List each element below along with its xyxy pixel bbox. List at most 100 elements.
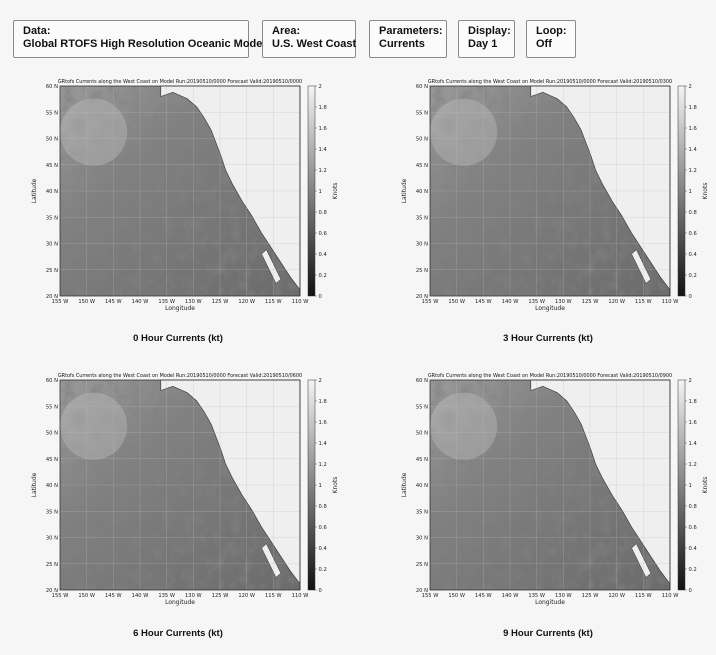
lat-tick-label: 35 N bbox=[46, 215, 58, 221]
colorbar-label: Knots bbox=[332, 477, 339, 494]
lat-tick-label: 35 N bbox=[416, 509, 428, 515]
lon-tick-label: 125 W bbox=[212, 593, 229, 599]
parameters-selector[interactable]: Parameters: Currents bbox=[369, 20, 447, 58]
lon-tick-label: 125 W bbox=[582, 593, 599, 599]
lat-tick-label: 50 N bbox=[416, 431, 428, 437]
colorbar-tick-label: 1.4 bbox=[689, 441, 698, 447]
display-selector-label: Display: bbox=[468, 25, 511, 37]
lat-tick-label: 30 N bbox=[46, 242, 58, 248]
baja-peninsula bbox=[631, 249, 652, 284]
lat-tick-label: 45 N bbox=[46, 457, 58, 463]
lon-tick-label: 145 W bbox=[105, 593, 122, 599]
lon-tick-label: 110 W bbox=[292, 299, 309, 305]
colorbar-tick-label: 1.2 bbox=[319, 462, 327, 468]
lat-tick-label: 40 N bbox=[416, 189, 428, 195]
lon-tick-label: 155 W bbox=[422, 299, 439, 305]
lat-tick-label: 45 N bbox=[416, 163, 428, 169]
lon-tick-label: 140 W bbox=[132, 593, 149, 599]
lat-tick-label: 60 N bbox=[46, 84, 58, 90]
colorbar-tick-label: 1.6 bbox=[689, 420, 697, 426]
x-axis-title: Longitude bbox=[165, 599, 195, 606]
colorbar-tick-label: 0.8 bbox=[319, 210, 327, 216]
colorbar-tick-label: 0.8 bbox=[689, 504, 697, 510]
lon-tick-label: 145 W bbox=[105, 299, 122, 305]
plot-frame bbox=[429, 379, 671, 591]
lon-tick-label: 125 W bbox=[212, 299, 229, 305]
lat-tick-label: 30 N bbox=[46, 536, 58, 542]
colorbar bbox=[307, 379, 316, 591]
loop-selector[interactable]: Loop: Off bbox=[526, 20, 576, 58]
lon-tick-label: 150 W bbox=[78, 299, 95, 305]
lon-tick-label: 135 W bbox=[158, 299, 175, 305]
colorbar-tick-label: 1.8 bbox=[689, 399, 697, 405]
lon-tick-label: 115 W bbox=[635, 593, 652, 599]
forecast-panel: GRtofs Currents along the West Coast on … bbox=[30, 370, 339, 645]
y-axis-title: Latitude bbox=[401, 178, 408, 203]
colorbar-tick-label: 1.4 bbox=[319, 147, 328, 153]
colorbar-label: Knots bbox=[702, 477, 709, 494]
currents-map: GRtofs Currents along the West Coast on … bbox=[31, 79, 339, 312]
colorbar-tick-label: 0.2 bbox=[319, 567, 327, 573]
lat-tick-label: 55 N bbox=[46, 110, 58, 116]
display-selector[interactable]: Display: Day 1 bbox=[458, 20, 515, 58]
lon-tick-label: 120 W bbox=[608, 593, 625, 599]
colorbar-tick-label: 0.2 bbox=[319, 273, 327, 279]
y-axis-title: Latitude bbox=[401, 472, 408, 497]
baja-peninsula bbox=[261, 543, 282, 578]
colorbar-tick-label: 2 bbox=[689, 84, 692, 90]
colorbar-tick-label: 0.6 bbox=[689, 525, 697, 531]
data-selector-value: Global RTOFS High Resolution Oceanic Mod… bbox=[23, 38, 266, 50]
plot-frame bbox=[429, 85, 671, 297]
lat-tick-label: 45 N bbox=[416, 457, 428, 463]
panel-caption: 3 Hour Currents (kt) bbox=[503, 333, 593, 344]
colorbar-tick-label: 0 bbox=[319, 588, 322, 594]
lon-tick-label: 115 W bbox=[635, 299, 652, 305]
lat-tick-label: 20 N bbox=[416, 294, 428, 300]
lat-tick-label: 20 N bbox=[46, 294, 58, 300]
parameters-selector-value: Currents bbox=[379, 38, 425, 50]
lat-tick-label: 50 N bbox=[46, 137, 58, 143]
colorbar-tick-label: 1.8 bbox=[319, 399, 327, 405]
lon-tick-label: 130 W bbox=[185, 299, 202, 305]
colorbar-tick-label: 0.4 bbox=[319, 252, 328, 258]
lat-tick-label: 45 N bbox=[46, 163, 58, 169]
colorbar-tick-label: 2 bbox=[319, 84, 322, 90]
baja-peninsula bbox=[261, 249, 282, 284]
colorbar-tick-label: 0.8 bbox=[319, 504, 327, 510]
colorbar-tick-label: 1.4 bbox=[689, 147, 698, 153]
lon-tick-label: 110 W bbox=[662, 593, 679, 599]
x-axis-title: Longitude bbox=[535, 599, 565, 606]
data-selector[interactable]: Data: Global RTOFS High Resolution Ocean… bbox=[13, 20, 266, 58]
currents-map: GRtofs Currents along the West Coast on … bbox=[401, 373, 709, 606]
colorbar bbox=[307, 85, 316, 297]
lon-tick-label: 125 W bbox=[582, 299, 599, 305]
lat-tick-label: 40 N bbox=[416, 483, 428, 489]
lat-tick-label: 40 N bbox=[46, 483, 58, 489]
lon-tick-label: 120 W bbox=[608, 299, 625, 305]
fast-current-area bbox=[430, 98, 498, 166]
lon-tick-label: 155 W bbox=[52, 299, 69, 305]
colorbar bbox=[677, 379, 686, 591]
colorbar-label: Knots bbox=[702, 183, 709, 200]
x-axis-title: Longitude bbox=[165, 305, 195, 312]
lat-tick-label: 25 N bbox=[46, 268, 58, 274]
area-selector[interactable]: Area: U.S. West Coast bbox=[262, 20, 356, 58]
area-selector-value: U.S. West Coast bbox=[272, 38, 357, 50]
lat-tick-label: 50 N bbox=[416, 137, 428, 143]
lon-tick-label: 150 W bbox=[448, 593, 465, 599]
colorbar-tick-label: 1.6 bbox=[319, 126, 327, 132]
colorbar-tick-label: 1.8 bbox=[689, 105, 697, 111]
forecast-panel: GRtofs Currents along the West Coast on … bbox=[30, 76, 339, 351]
colorbar bbox=[677, 85, 686, 297]
colorbar-tick-label: 1.6 bbox=[319, 420, 327, 426]
map-title: GRtofs Currents along the West Coast on … bbox=[58, 373, 302, 379]
forecast-panel: GRtofs Currents along the West Coast on … bbox=[400, 76, 709, 351]
lon-tick-label: 120 W bbox=[238, 299, 255, 305]
lat-tick-label: 50 N bbox=[46, 431, 58, 437]
lat-tick-label: 20 N bbox=[416, 588, 428, 594]
lat-tick-label: 20 N bbox=[46, 588, 58, 594]
y-axis-title: Latitude bbox=[31, 178, 38, 203]
lon-tick-label: 145 W bbox=[475, 593, 492, 599]
lon-tick-label: 140 W bbox=[502, 593, 519, 599]
colorbar-tick-label: 1 bbox=[689, 189, 692, 195]
